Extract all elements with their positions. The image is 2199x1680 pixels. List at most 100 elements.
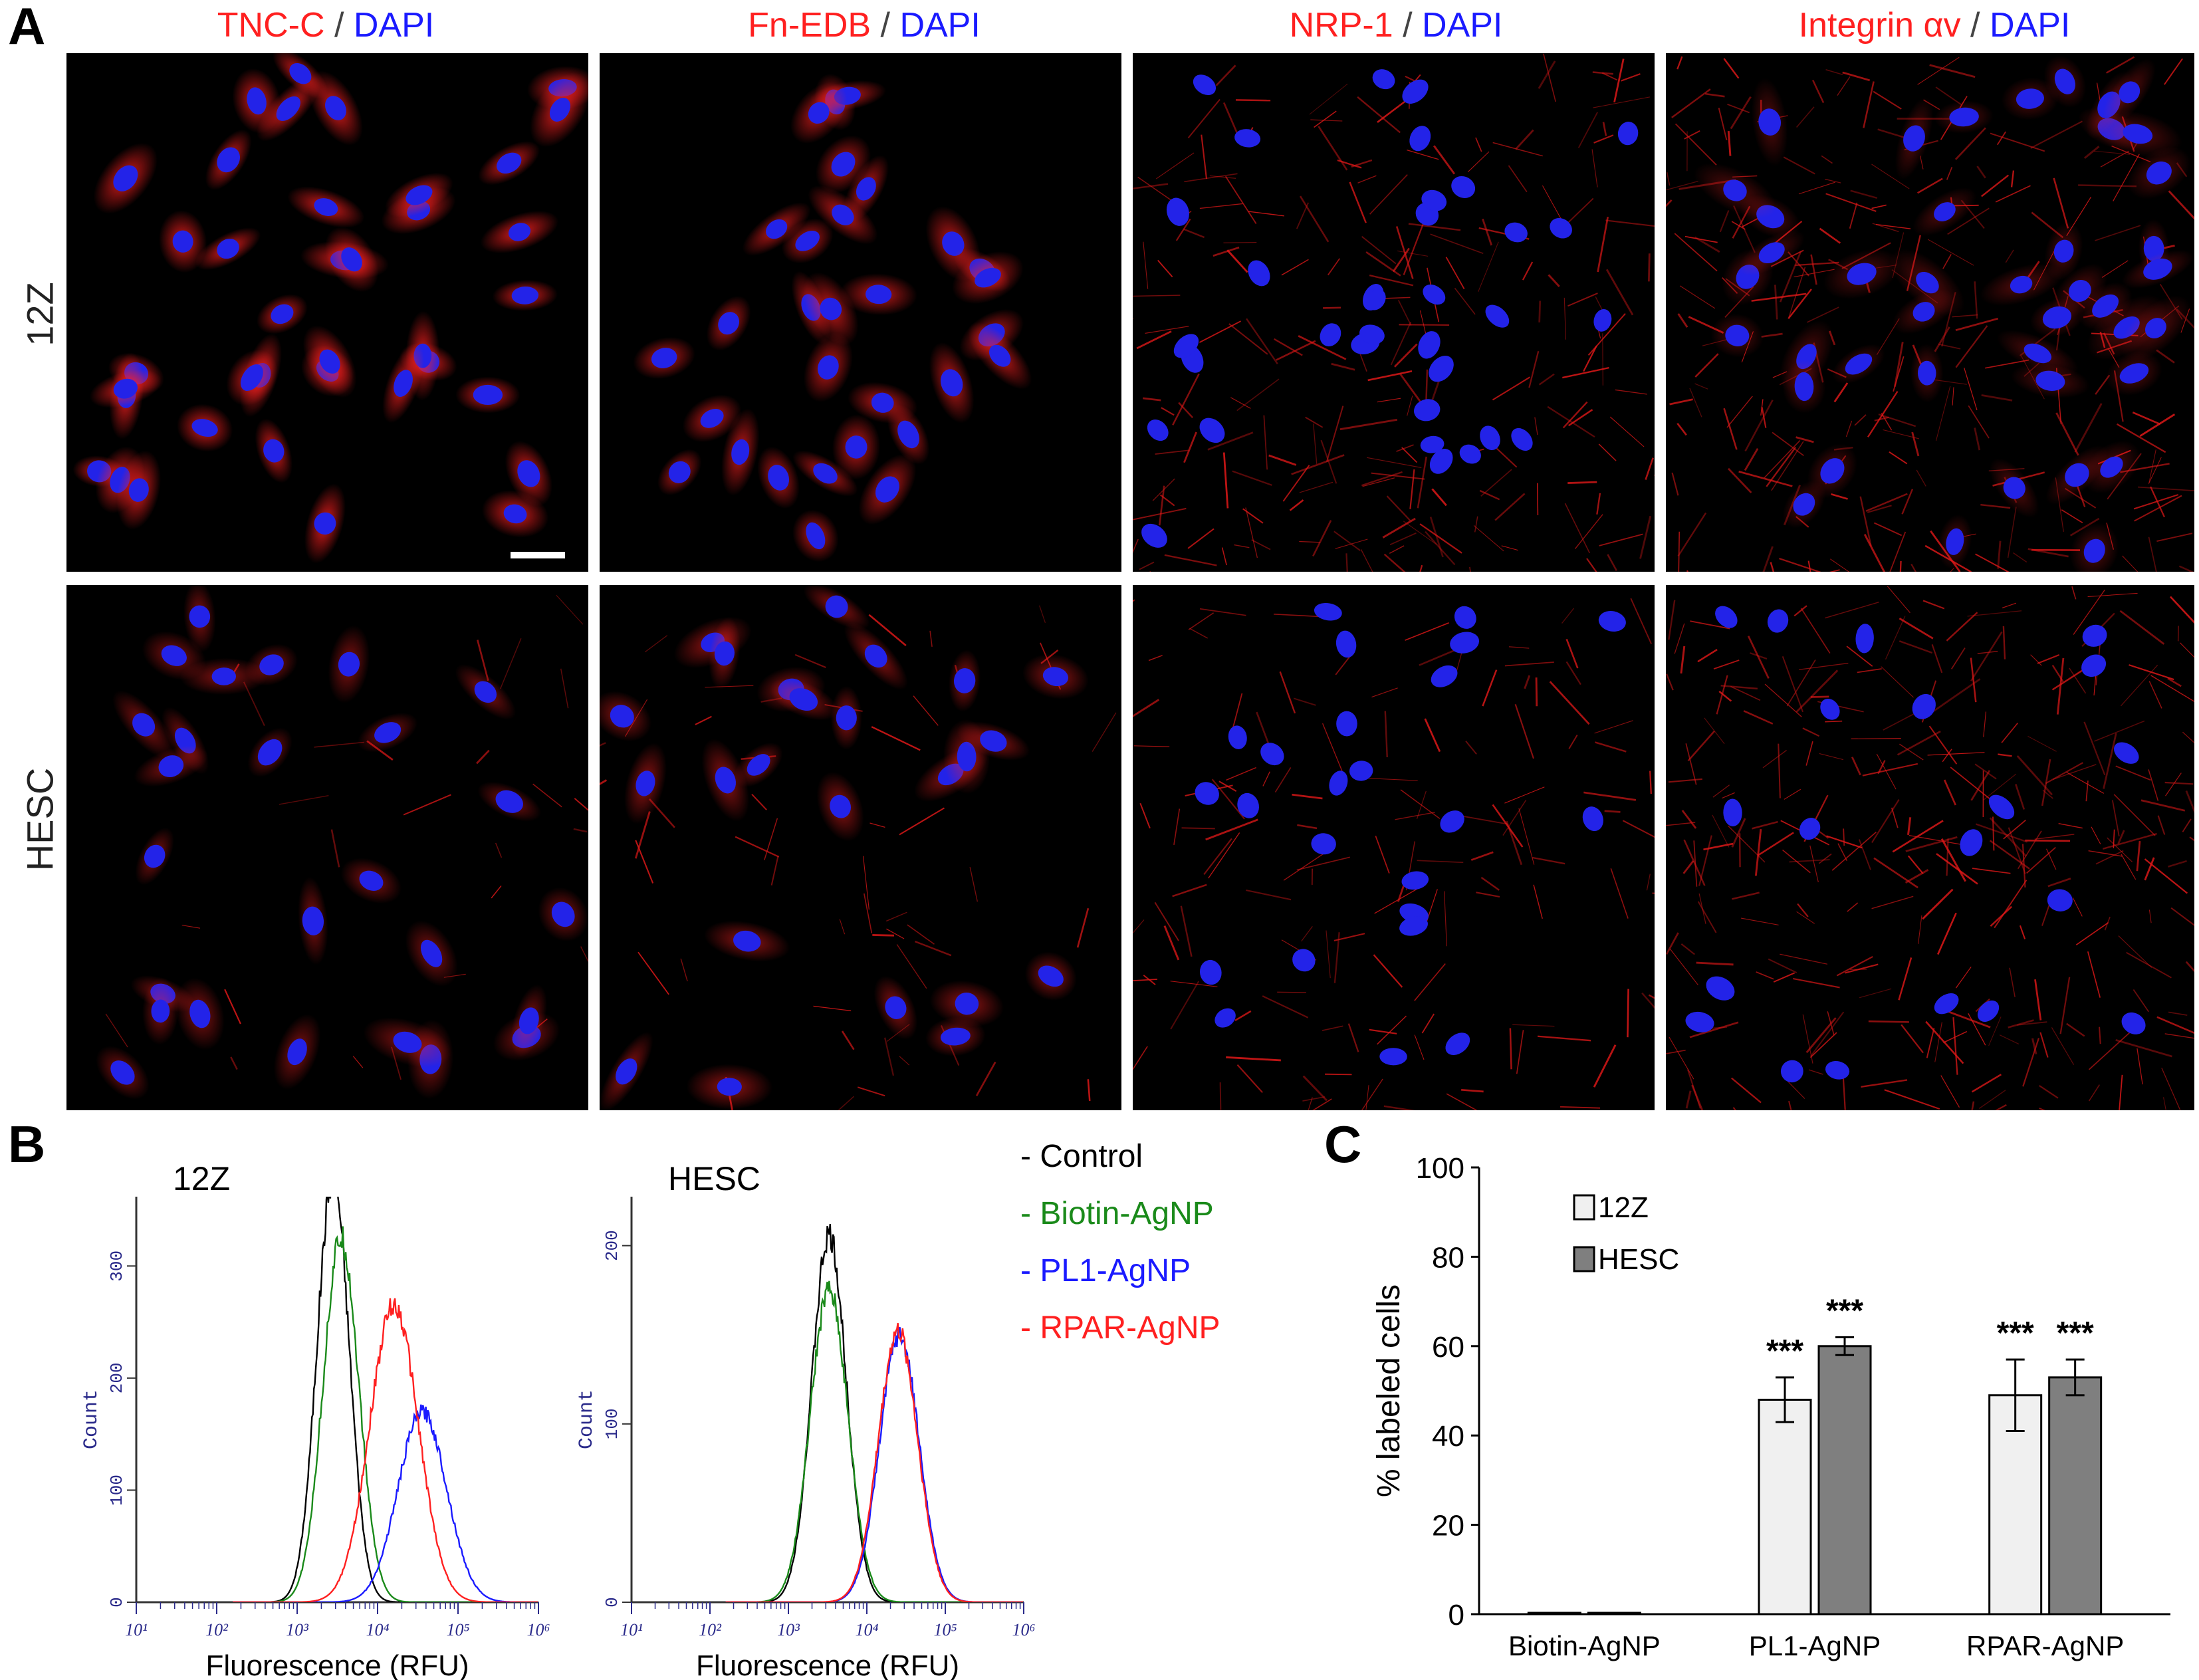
- stain-fibre: [770, 855, 779, 886]
- stain-fibre: [1399, 324, 1450, 326]
- stain-nucleus: [1459, 444, 1481, 464]
- stain-nucleus: [1147, 420, 1169, 441]
- stain-fibre: [1774, 285, 1778, 320]
- stain-fibre: [1968, 405, 1990, 439]
- stain-fibre: [1830, 558, 1850, 572]
- stain-fibre: [1274, 338, 1303, 356]
- stain-fibre: [1898, 957, 1912, 1001]
- stain-fibre: [1133, 745, 1170, 747]
- stain-fibre: [2107, 837, 2133, 862]
- stain-fibre: [1867, 505, 1892, 513]
- stain-fibre: [1518, 808, 1535, 865]
- stain-nucleus: [715, 767, 737, 794]
- stain-fibre: [1596, 493, 1601, 515]
- stain-fibre: [1677, 56, 1683, 70]
- stain-fibre: [2102, 832, 2157, 850]
- bar-y-tick-label: 40: [1432, 1420, 1464, 1453]
- stain-fibre: [838, 1096, 855, 1110]
- stain-fibre: [1881, 666, 1914, 698]
- stain-fibre: [1152, 478, 1175, 501]
- stain-fibre: [2083, 721, 2106, 776]
- stain-nucleus: [217, 239, 239, 259]
- stain-fibre: [2047, 878, 2071, 888]
- stain-fibre: [1528, 350, 1540, 388]
- stain-fibre: [1780, 953, 1828, 965]
- stain-fibre: [2148, 537, 2157, 572]
- stain-fibre: [1262, 771, 1270, 786]
- stain-fibre: [2088, 1084, 2100, 1102]
- stain-nucleus: [1418, 331, 1441, 359]
- stain-fibre: [899, 807, 945, 836]
- stain-fibre: [1549, 681, 1590, 725]
- stain-fibre: [1161, 407, 1175, 416]
- stain-nucleus: [610, 705, 634, 728]
- stain-fibre: [1772, 431, 1804, 457]
- stain-fibre: [1568, 409, 1593, 427]
- stain-nucleus: [2010, 275, 2033, 294]
- stain-nucleus: [2003, 477, 2025, 499]
- stain-fibre: [1246, 318, 1278, 364]
- stain-nucleus: [668, 461, 691, 483]
- stain-fibre: [1927, 752, 1985, 756]
- legend-label-control: Control: [1040, 1139, 1143, 1174]
- stain-fibre: [1916, 178, 1943, 194]
- stain-nucleus: [875, 476, 899, 503]
- stain-fibre: [1971, 1074, 2002, 1093]
- stain-fibre: [1313, 423, 1318, 464]
- stain-fibre: [1444, 891, 1447, 947]
- stain-fibre: [794, 654, 826, 668]
- stain-fibre: [1867, 390, 1899, 438]
- stain-fibre: [1683, 839, 1706, 886]
- stain-fibre: [2095, 225, 2141, 241]
- stain-fibre: [907, 924, 935, 945]
- stain-fibre: [1950, 767, 1992, 800]
- stain-fibre: [1339, 418, 1398, 431]
- stain-nucleus: [1820, 458, 1845, 484]
- stain-fibre: [862, 856, 869, 910]
- stain-fibre: [1416, 790, 1427, 820]
- flow-legend: - Control - Biotin-AgNP - PL1-AgNP - RPA…: [1020, 1138, 1220, 1367]
- stain-fibre: [1943, 779, 1957, 806]
- stain-fibre: [1802, 1014, 1813, 1064]
- stain-fibre: [1183, 431, 1197, 463]
- stain-fibre: [1609, 416, 1645, 447]
- stain-fibre: [1761, 407, 1767, 428]
- stain-fibre: [1296, 202, 1310, 229]
- stain-nucleus: [1715, 606, 1738, 628]
- stain-fibre: [1697, 901, 1717, 933]
- stain-fibre: [1901, 1024, 1924, 1054]
- stain-nucleus: [718, 312, 740, 335]
- stain-fibre: [1189, 628, 1209, 639]
- stain-nucleus: [1440, 810, 1464, 833]
- stain-fibre: [1535, 677, 1538, 707]
- stain-fibre: [2141, 799, 2186, 812]
- stain-fibre: [1143, 241, 1149, 289]
- stain-nucleus: [1199, 418, 1225, 443]
- stain-nucleus: [497, 152, 522, 174]
- col-title-3-sep: /: [1393, 6, 1422, 45]
- stain-nucleus: [276, 96, 300, 121]
- stain-nucleus: [1423, 285, 1446, 305]
- stain-fibre: [1868, 1020, 1909, 1023]
- stain-fibre: [841, 1030, 855, 1050]
- stain-fibre: [1947, 207, 1990, 235]
- stain-nucleus: [2016, 88, 2044, 109]
- stain-fibre: [1843, 828, 1845, 846]
- stain-fibre: [1414, 963, 1446, 1001]
- stain-nucleus: [287, 1038, 307, 1066]
- stain-fibre: [1263, 415, 1268, 470]
- stain-fibre: [1827, 1011, 1835, 1035]
- stain-fibre: [2027, 735, 2057, 752]
- stain-fibre: [886, 928, 905, 939]
- stain-fibre: [1565, 661, 1581, 685]
- stain-fibre: [1392, 247, 1410, 273]
- stain-nucleus: [832, 204, 854, 225]
- stain-fibre: [1778, 743, 1781, 798]
- flow-curve-biotin-agnp: [725, 1280, 1024, 1602]
- stain-fibre: [1819, 227, 1841, 244]
- stain-fibre: [1802, 727, 1820, 737]
- stain-nucleus: [1454, 606, 1476, 629]
- stain-fibre: [573, 828, 588, 833]
- stain-nucleus: [1429, 448, 1453, 474]
- flow-curve-pl1-agnp: [233, 1404, 538, 1602]
